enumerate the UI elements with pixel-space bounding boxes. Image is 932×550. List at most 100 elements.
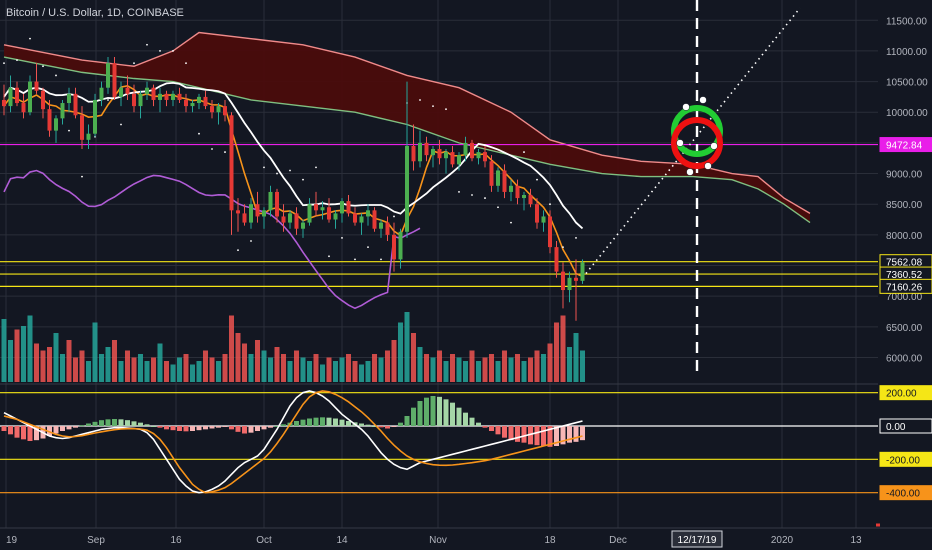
candle-body	[411, 145, 416, 162]
candle-body	[236, 210, 240, 214]
macd-histogram-bar	[216, 426, 221, 428]
volume-bar	[261, 350, 267, 382]
candle-body	[515, 185, 520, 199]
sar-dot	[419, 99, 421, 101]
annotations	[671, 0, 723, 378]
price-badge-label: 7360.52	[886, 270, 923, 281]
sar-dot	[497, 206, 499, 209]
candle-body	[275, 191, 279, 217]
macd-histogram-bar	[580, 426, 585, 441]
volume-bar	[105, 347, 111, 382]
macd-histogram-bar	[300, 419, 306, 426]
macd-histogram-bar	[73, 426, 78, 428]
sar-dot	[445, 108, 447, 111]
candle-body	[554, 247, 559, 272]
macd-histogram-bar	[21, 426, 26, 440]
macd-histogram-bar	[554, 426, 559, 446]
candle-body	[67, 93, 71, 104]
candle-body	[379, 222, 383, 229]
candle-body	[567, 277, 572, 291]
volume-bar	[86, 361, 91, 382]
sar-dot	[237, 249, 239, 252]
macd-histogram-bar	[437, 396, 442, 426]
macd-histogram-bar	[365, 424, 371, 426]
candle-body	[574, 277, 578, 281]
cloud-span-b	[3, 56, 811, 224]
candle-body	[268, 191, 273, 211]
candle-body	[450, 152, 455, 165]
candle-body	[60, 103, 65, 119]
macd-histogram-bar	[378, 426, 384, 428]
volume-bar	[268, 357, 273, 382]
volume-bars	[1, 312, 585, 382]
volume-bar	[359, 364, 364, 382]
red-ring	[671, 117, 723, 169]
volume-bar	[365, 361, 371, 382]
candle-body	[229, 115, 234, 211]
macd-histogram-bar	[515, 426, 520, 442]
volume-bar	[164, 361, 169, 382]
price-tick-label: 6000.00	[886, 353, 923, 364]
candle-body	[372, 210, 377, 229]
volume-bar	[573, 333, 579, 382]
macd-histogram-bar	[398, 422, 403, 426]
volume-bar	[391, 340, 397, 382]
volume-bar	[495, 361, 501, 382]
time-tick-label: 13	[850, 535, 862, 546]
macd-histogram-bar	[567, 426, 572, 443]
macd-histogram-bar	[196, 426, 202, 431]
macd-histogram-bar	[495, 426, 501, 435]
candle-body	[483, 152, 487, 162]
macd-line	[3, 390, 583, 494]
volume-bar	[177, 357, 182, 382]
macd-histogram-bar	[151, 426, 156, 427]
volume-bar	[398, 322, 403, 382]
volume-bar	[203, 350, 208, 382]
sar-dot	[29, 37, 31, 40]
price-tick-label: 8000.00	[886, 231, 923, 242]
candle-body	[262, 210, 266, 217]
candle-body	[437, 149, 442, 159]
macd-histogram-bar	[53, 426, 59, 434]
macd-histogram-bar	[339, 419, 345, 426]
time-tick-label: Oct	[256, 535, 272, 546]
sar-dot	[276, 172, 278, 175]
price-badge-label: 9472.84	[886, 141, 923, 152]
volume-bar	[547, 343, 553, 382]
candle-body	[41, 90, 45, 110]
candle-body	[93, 99, 97, 134]
date-badge	[671, 530, 723, 548]
sar-dot	[159, 50, 161, 52]
macd-histogram-bar	[144, 424, 150, 426]
macd-histogram-bar	[112, 419, 117, 426]
sar-dot	[172, 50, 174, 52]
macd-histogram-bar	[99, 420, 104, 426]
volume-bar	[157, 343, 163, 382]
volume-bar	[541, 354, 546, 382]
volume-bar	[196, 361, 202, 382]
macd-histogram-bar	[502, 426, 507, 438]
sar-dot	[393, 215, 395, 218]
macd-histogram-bar	[92, 421, 98, 426]
volume-bar	[404, 312, 410, 382]
candle-body	[392, 234, 396, 260]
candle-body	[489, 161, 494, 186]
volume-bar	[222, 354, 228, 382]
volume-bar	[235, 333, 241, 382]
marker-dot	[686, 168, 694, 176]
candle-body	[15, 87, 19, 104]
candle-body	[548, 216, 552, 248]
time-tick-label: Dec	[609, 535, 627, 546]
volume-bar	[424, 354, 429, 382]
candle-body	[580, 262, 585, 281]
macd-histogram-bar	[417, 401, 423, 426]
candle-body	[138, 93, 143, 107]
volume-bar	[320, 364, 325, 382]
marker-dot	[676, 139, 684, 147]
macd-histogram-bar	[203, 426, 208, 430]
volume-bar	[47, 347, 52, 382]
sar-dot	[315, 166, 317, 169]
